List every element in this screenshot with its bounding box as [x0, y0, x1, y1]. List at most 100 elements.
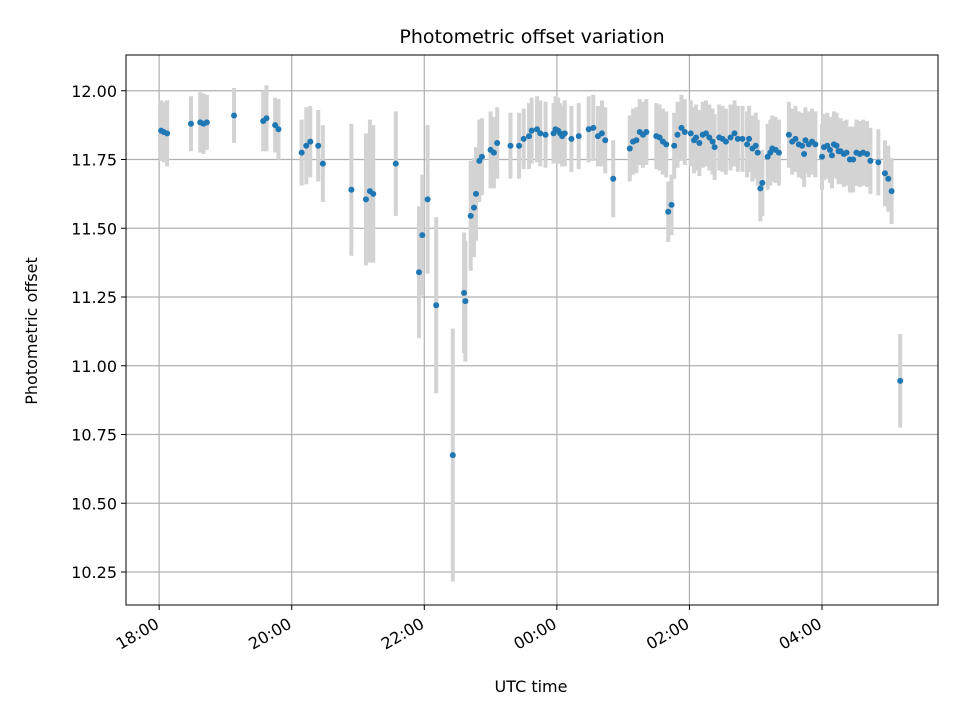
data-point	[693, 134, 700, 141]
data-point	[643, 129, 650, 135]
data-point	[665, 208, 672, 215]
x-tick-label: 20:00	[245, 614, 294, 654]
y-tick-label: 10.25	[71, 563, 117, 582]
data-point	[801, 151, 808, 157]
data-point	[722, 138, 729, 145]
y-tick-label: 11.25	[71, 288, 117, 307]
data-point	[203, 119, 210, 126]
y-tick-label: 11.00	[71, 357, 117, 376]
data-point	[633, 137, 640, 144]
data-point	[561, 130, 568, 137]
data-points	[158, 112, 904, 459]
data-point	[298, 149, 305, 156]
data-point	[516, 142, 523, 149]
data-point	[478, 153, 485, 160]
data-point	[275, 126, 282, 133]
x-tick-label: 04:00	[776, 614, 825, 654]
data-point	[520, 135, 527, 142]
data-point	[598, 130, 605, 137]
data-point	[709, 138, 716, 145]
x-tick-label: 22:00	[378, 614, 427, 654]
data-point	[678, 124, 685, 131]
data-point	[263, 115, 270, 122]
data-point	[272, 122, 279, 129]
data-point	[734, 135, 741, 142]
y-tick-label: 12.00	[71, 82, 117, 101]
data-point	[885, 175, 892, 182]
data-point	[424, 196, 431, 203]
data-point	[585, 126, 592, 133]
data-point	[370, 190, 377, 197]
data-point	[507, 142, 514, 149]
data-point	[575, 133, 582, 140]
data-point	[826, 146, 833, 153]
data-point	[757, 185, 764, 192]
data-point	[759, 179, 766, 186]
data-point	[843, 149, 850, 156]
data-point	[626, 145, 633, 152]
data-point	[881, 170, 888, 177]
data-point	[303, 142, 310, 149]
y-tick-label: 10.75	[71, 426, 117, 445]
data-point	[888, 188, 895, 195]
data-point	[471, 204, 477, 211]
data-point	[671, 142, 678, 149]
data-point	[674, 131, 681, 138]
data-point	[850, 156, 857, 163]
data-point	[864, 151, 871, 157]
data-point	[528, 127, 535, 134]
y-axis-ticks: 10.25 10.50 10.75 11.00 11.25 11.50 11.75 12.00	[71, 82, 126, 582]
data-point	[362, 196, 369, 203]
x-axis-title: UTC time	[495, 677, 568, 696]
data-point	[526, 133, 533, 140]
data-point	[696, 140, 703, 146]
data-point	[727, 134, 734, 141]
data-point	[875, 159, 882, 166]
data-point	[668, 201, 675, 208]
data-point	[731, 130, 738, 137]
chart-title: Photometric offset variation	[399, 26, 664, 48]
x-tick-label: 18:00	[113, 614, 162, 654]
x-tick-label: 00:00	[510, 614, 559, 654]
data-point	[461, 289, 468, 296]
data-point	[812, 141, 819, 148]
data-point	[315, 142, 322, 149]
data-point	[681, 129, 688, 135]
data-point	[744, 141, 751, 148]
data-point	[775, 149, 782, 156]
data-point	[739, 135, 746, 142]
data-point	[687, 130, 694, 137]
y-tick-label: 10.50	[71, 494, 117, 513]
data-point	[706, 134, 713, 141]
data-point	[419, 232, 426, 239]
data-point	[164, 130, 171, 137]
data-point	[392, 160, 399, 167]
data-point	[472, 190, 479, 197]
data-point	[792, 135, 799, 142]
data-point	[533, 126, 540, 133]
data-point	[746, 135, 753, 142]
data-point	[319, 160, 326, 167]
data-point	[542, 131, 549, 138]
data-point	[663, 141, 670, 148]
data-point	[590, 124, 597, 131]
data-point	[703, 130, 709, 137]
x-axis-ticks: 18:00 20:00 22:00 00:00 02:00 04:00	[113, 605, 825, 654]
data-point	[754, 149, 761, 156]
data-point	[231, 112, 238, 119]
data-point	[802, 137, 809, 144]
data-point	[568, 135, 575, 142]
data-point	[537, 130, 544, 137]
data-point	[897, 377, 904, 384]
data-point	[490, 149, 497, 156]
data-point	[494, 140, 501, 146]
data-point	[785, 131, 792, 138]
data-point	[187, 120, 194, 127]
data-point	[462, 298, 469, 305]
data-point	[656, 134, 663, 141]
y-axis-title: Photometric offset	[22, 257, 41, 405]
data-point	[602, 137, 609, 144]
data-point	[415, 269, 422, 276]
data-point	[828, 152, 835, 159]
